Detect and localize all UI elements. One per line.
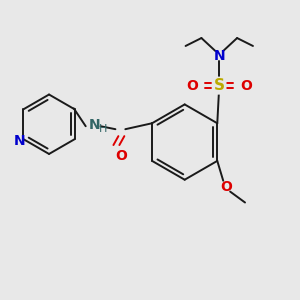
Text: N: N: [89, 118, 100, 132]
Text: S: S: [214, 78, 225, 93]
Text: O: O: [187, 79, 198, 93]
Text: O: O: [116, 149, 127, 163]
Text: N: N: [14, 134, 25, 148]
Text: N: N: [213, 49, 225, 63]
Text: O: O: [220, 180, 232, 194]
Text: H: H: [99, 124, 108, 134]
Text: O: O: [240, 79, 252, 93]
